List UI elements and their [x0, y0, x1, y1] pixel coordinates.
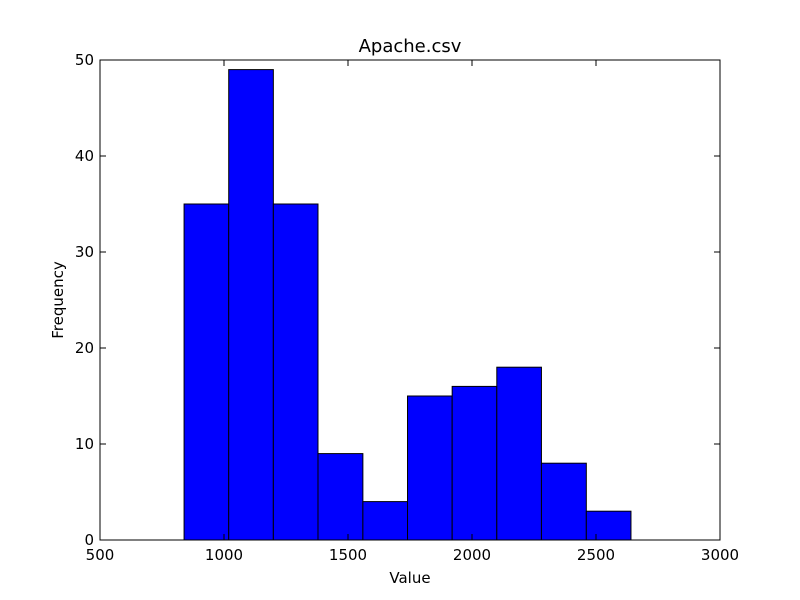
x-axis-title: Value [389, 569, 430, 587]
y-tick-label-4: 40 [75, 147, 94, 165]
y-tick-label-2: 20 [75, 339, 94, 357]
plot-area-frame [99, 59, 721, 541]
histogram-bar-2 [272, 203, 319, 541]
histogram-bar-3 [317, 453, 364, 541]
y-tick-label-5: 50 [75, 51, 94, 69]
x-axis-ticks: 500 1000 1500 2000 2500 3000 [86, 60, 739, 564]
histogram-bar-7 [496, 366, 542, 541]
y-axis-ticks: 0 10 20 30 40 50 [75, 51, 720, 549]
histogram-bar-6 [451, 385, 498, 541]
chart-title: Apache.csv [359, 36, 462, 57]
x-tick-label-5: 3000 [701, 546, 739, 564]
x-tick-label-1: 1000 [205, 546, 243, 564]
histogram-bar-8 [540, 462, 587, 541]
bars-group [183, 69, 632, 541]
y-tick-label-1: 10 [75, 435, 94, 453]
x-tick-label-4: 2500 [577, 546, 615, 564]
x-tick-label-3: 2000 [453, 546, 491, 564]
histogram-bar-4 [362, 501, 409, 541]
histogram-bar-5 [407, 395, 453, 541]
x-tick-label-0: 500 [86, 546, 115, 564]
histogram-bar-0 [183, 203, 230, 541]
y-tick-label-0: 0 [84, 531, 94, 549]
histogram-bar-9 [585, 510, 632, 541]
y-axis-title: Frequency [49, 261, 67, 339]
x-tick-label-2: 1500 [329, 546, 367, 564]
histogram-bar-1 [228, 69, 274, 541]
y-tick-label-3: 30 [75, 243, 94, 261]
